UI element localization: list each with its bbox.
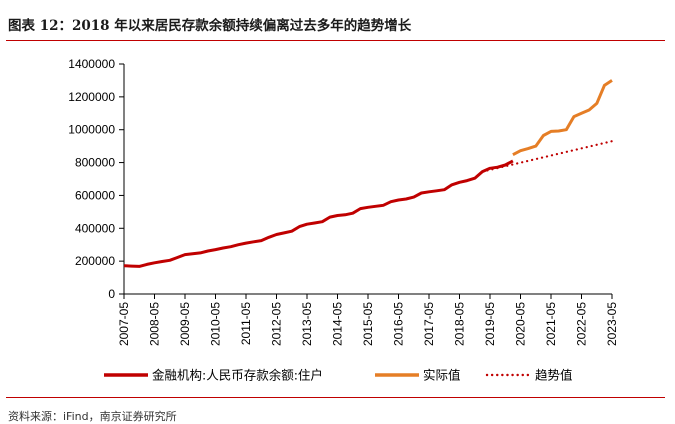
x-tick-label: 2015-05 <box>361 302 375 346</box>
y-tick-label: 600000 <box>75 188 115 202</box>
footer-rule <box>6 397 665 398</box>
series-line-2 <box>512 79 613 157</box>
x-tick-label: 2021-05 <box>544 302 558 346</box>
x-tick-label: 2016-05 <box>392 302 406 346</box>
x-tick-label: 2009-05 <box>178 302 192 346</box>
legend-label-1: 金融机构:人民币存款余额:住户 <box>152 368 323 383</box>
x-tick-label: 2014-05 <box>331 302 345 346</box>
series-line-1 <box>123 159 514 268</box>
y-tick-label: 0 <box>108 287 115 301</box>
x-tick-label: 2007-05 <box>117 302 131 346</box>
y-tick-label: 800000 <box>75 156 115 170</box>
y-tick-label: 1200000 <box>68 90 115 104</box>
y-tick-label: 1400000 <box>68 57 115 71</box>
x-tick-label: 2018-05 <box>453 302 467 346</box>
x-tick-label: 2011-05 <box>239 302 253 345</box>
x-tick-label: 2022-05 <box>575 302 589 346</box>
chart-axes: 0 200000 400000 600000 800000 1000000 1200000 1… <box>68 57 619 346</box>
title-rule <box>6 40 665 41</box>
source-note: 资料来源：iFind，南京证券研究所 <box>8 410 177 423</box>
legend-label-2: 实际值 <box>423 368 461 383</box>
y-tick-label: 400000 <box>75 221 115 235</box>
legend-label-3: 趋势值 <box>535 368 573 383</box>
x-tick-label: 2012-05 <box>270 302 284 346</box>
x-tick-label: 2017-05 <box>422 302 436 346</box>
x-tick-label: 2020-05 <box>514 302 528 346</box>
series-line-3 <box>481 140 614 173</box>
x-tick-label: 2010-05 <box>209 302 223 346</box>
figure-title: 图表 12：2018 年以来居民存款余额持续偏离过去多年的趋势增长 <box>8 18 412 34</box>
y-tick-label: 200000 <box>75 254 115 268</box>
y-tick-label: 1000000 <box>68 123 115 137</box>
chart-plot-area <box>123 79 614 268</box>
x-tick-label: 2008-05 <box>148 302 162 346</box>
x-tick-label: 2023-05 <box>605 302 619 346</box>
x-tick-label: 2013-05 <box>300 302 314 346</box>
chart-legend: 金融机构:人民币存款余额:住户 实际值 趋势值 <box>104 368 573 383</box>
x-tick-label: 2019-05 <box>483 302 497 346</box>
